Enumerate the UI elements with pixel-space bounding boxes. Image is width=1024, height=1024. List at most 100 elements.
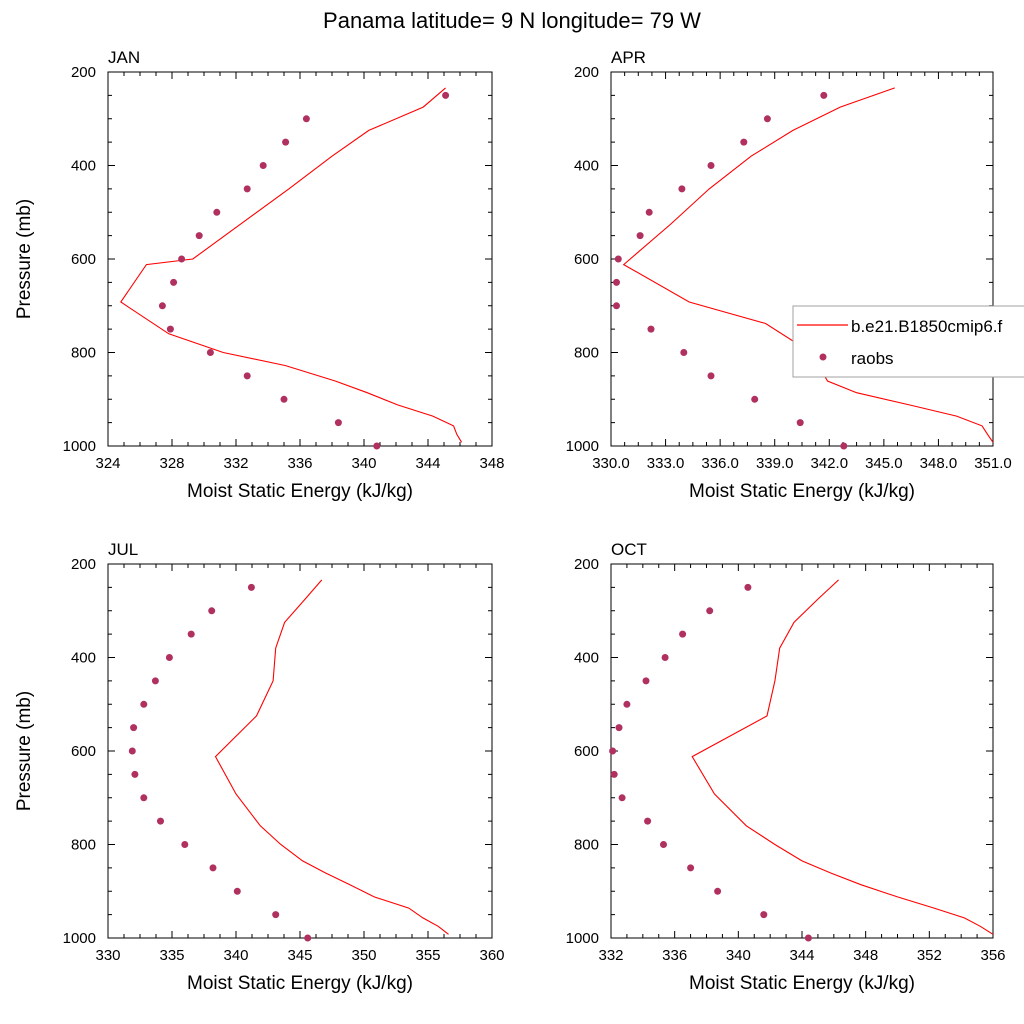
obs-point [678, 185, 686, 193]
obs-point [740, 138, 748, 146]
x-tick-label: 344 [789, 947, 814, 964]
y-tick-label: 1000 [63, 438, 96, 455]
obs-point [140, 700, 148, 708]
obs-point [623, 700, 631, 708]
panel-label: OCT [611, 540, 647, 559]
x-tick-label: 340 [726, 947, 751, 964]
obs-point [233, 887, 241, 895]
x-tick-label: 342.0 [811, 455, 849, 472]
legend-label-model: b.e21.B1850cmip6.f [851, 317, 1002, 336]
y-tick-label: 400 [71, 650, 96, 667]
x-tick-label: 336 [662, 947, 687, 964]
y-axis-label: Pressure (mb) [14, 691, 35, 811]
x-tick-label: 333.0 [647, 455, 685, 472]
x-tick-label: 328 [159, 455, 184, 472]
y-tick-label: 200 [71, 64, 96, 81]
panel-apr: APR 330.0 333.0 336.0 339.0 342.0 345.0 348.0 35… [566, 48, 1012, 502]
obs-point [614, 255, 622, 263]
obs-point [609, 747, 617, 755]
obs-point [707, 162, 715, 169]
x-axis-label: Moist Static Energy (kJ/kg) [689, 973, 915, 994]
plot-frame [610, 563, 994, 939]
obs-point [259, 162, 267, 169]
panel-oct: OCT 332 336 340 344 348 352 356 200 400 600 800 1000… [566, 540, 1006, 994]
obs-point [280, 395, 288, 403]
y-tick-label: 200 [574, 64, 599, 81]
y-tick-label: 800 [574, 345, 599, 362]
obs-point [442, 91, 450, 99]
panel-label: JUL [108, 540, 138, 559]
obs-point [282, 138, 290, 146]
x-tick-label: 339.0 [756, 455, 794, 472]
obs-point [131, 770, 139, 778]
x-tick-label: 340 [223, 947, 248, 964]
obs-point [209, 864, 217, 872]
panel-jan: JAN 324 328 332 336 340 344 348 200 400 600 800 1000… [14, 48, 505, 502]
x-tick-label: 332 [598, 947, 623, 964]
obs-point [680, 349, 688, 356]
obs-point [796, 419, 804, 427]
obs-point [840, 442, 848, 450]
plot-frame [107, 71, 493, 447]
obs-point [820, 91, 828, 99]
x-tick-label: 352 [917, 947, 942, 964]
obs-point [302, 115, 310, 123]
obs-point [166, 325, 174, 333]
obs-point [763, 115, 771, 123]
x-tick-label: 345 [287, 947, 312, 964]
x-tick-label: 348.0 [920, 455, 958, 472]
obs-point [334, 419, 342, 427]
obs-point [804, 934, 812, 942]
obs-point [157, 817, 164, 825]
obs-point [130, 724, 138, 732]
panels-group: JAN 324 328 332 336 340 344 348 200 400 600 800 1000… [14, 48, 1012, 994]
x-tick-label: 345.0 [865, 455, 903, 472]
obs-point [613, 278, 620, 286]
legend-marker-swatch [819, 353, 827, 361]
y-tick-label: 600 [574, 251, 599, 268]
x-tick-label: 344 [415, 455, 440, 472]
y-tick-label: 200 [71, 556, 96, 573]
x-axis-label: Moist Static Energy (kJ/kg) [187, 973, 413, 994]
x-axis-label: Moist Static Energy (kJ/kg) [689, 481, 915, 502]
y-tick-label: 600 [71, 251, 96, 268]
obs-point [170, 278, 178, 286]
obs-point [613, 302, 620, 310]
x-tick-label: 348 [479, 455, 504, 472]
y-tick-label: 600 [574, 743, 599, 760]
legend-label-obs: raobs [851, 349, 894, 368]
obs-point [610, 770, 618, 778]
x-tick-label: 350 [351, 947, 376, 964]
obs-point [373, 442, 381, 450]
y-tick-label: 800 [71, 837, 96, 854]
obs-point [706, 607, 714, 615]
obs-point [661, 654, 669, 661]
y-tick-label: 1000 [63, 930, 96, 947]
panel-label: JAN [108, 48, 140, 67]
obs-point [213, 208, 221, 216]
plot-frame [107, 563, 493, 939]
obs-point [243, 185, 251, 193]
obs-point [206, 349, 214, 356]
obs-point [751, 395, 759, 403]
y-tick-label: 400 [71, 158, 96, 175]
obs-point [178, 255, 186, 263]
series-line-model [622, 87, 994, 443]
x-tick-label: 330 [95, 947, 120, 964]
x-tick-label: 356 [980, 947, 1005, 964]
obs-point [744, 583, 752, 591]
series-line-model [691, 579, 994, 935]
plot-frame [610, 71, 994, 447]
legend: b.e21.B1850cmip6.f raobs [792, 305, 1024, 378]
panel-jul: JUL 330 335 340 345 350 355 360 200 400 600 800 1000… [14, 540, 505, 994]
obs-point [642, 677, 650, 685]
x-axis-label: Moist Static Energy (kJ/kg) [187, 481, 413, 502]
x-tick-label: 332 [223, 455, 248, 472]
obs-point [151, 677, 159, 685]
obs-point [128, 747, 136, 755]
y-tick-label: 1000 [566, 438, 599, 455]
panel-label: APR [611, 48, 646, 67]
obs-point [158, 302, 166, 310]
obs-point [165, 654, 173, 661]
series-line-model [214, 579, 449, 935]
